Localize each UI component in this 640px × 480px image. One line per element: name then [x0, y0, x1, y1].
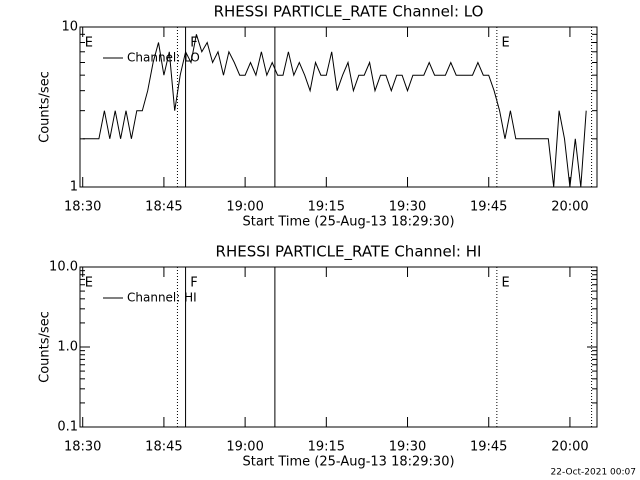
y-axis-label: Counts/sec: [38, 311, 53, 383]
x-tick-label: 19:45: [470, 200, 507, 215]
chart-title: RHESSI PARTICLE_RATE Channel: HI: [216, 243, 482, 262]
x-tick-label: 18:45: [145, 440, 182, 455]
x-tick-label: 19:30: [389, 200, 426, 215]
y-tick-label: 1: [70, 180, 78, 195]
annotation: F: [190, 36, 197, 51]
y-axis-label: Counts/sec: [38, 71, 53, 143]
data-line: [82, 34, 587, 188]
chart-title: RHESSI PARTICLE_RATE Channel: LO: [214, 3, 484, 22]
plot-frame: [79, 26, 598, 188]
annotation: E: [85, 36, 93, 51]
y-tick-label: 10: [61, 20, 78, 35]
x-axis-label: Start Time (25-Aug-13 18:29:30): [242, 455, 454, 470]
x-tick-label: 20:00: [551, 440, 588, 455]
x-tick-label: 19:15: [308, 200, 345, 215]
y-tick-label: 10.0: [49, 260, 78, 275]
x-tick-label: 19:00: [226, 200, 263, 215]
x-tick-label: 19:15: [308, 440, 345, 455]
annotation: E: [502, 276, 510, 291]
x-tick-label: 20:00: [551, 200, 588, 215]
annotation: E: [502, 36, 510, 51]
x-tick-label: 18:45: [145, 200, 182, 215]
annotation: F: [190, 276, 197, 291]
annotation: E: [85, 276, 93, 291]
legend-label: Channel: HI: [127, 291, 197, 305]
x-tick-label: 19:45: [470, 440, 507, 455]
x-tick-label: 19:00: [226, 440, 263, 455]
x-tick-label: 19:30: [389, 440, 426, 455]
x-tick-label: 18:30: [64, 440, 101, 455]
y-tick-label: 0.1: [57, 420, 78, 435]
x-tick-label: 18:30: [64, 200, 101, 215]
legend-label: Channel: LO: [127, 51, 200, 65]
x-axis-label: Start Time (25-Aug-13 18:29:30): [242, 215, 454, 230]
y-tick-label: 1.0: [57, 340, 78, 355]
footer: 22-Oct-2021 00:07: [551, 468, 636, 478]
